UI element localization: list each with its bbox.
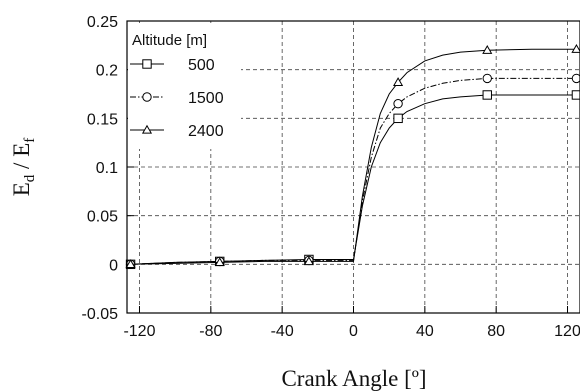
- series-layer: [125, 44, 580, 270]
- y-axis-title-sub1: d: [22, 174, 38, 182]
- y-axis-title-sep: / E: [9, 143, 34, 175]
- grid: [127, 21, 580, 313]
- series-point-2400: [303, 256, 314, 266]
- series-point-2400: [482, 44, 493, 54]
- series-point-1500: [571, 73, 580, 84]
- y-tick-label: 0.2: [96, 63, 118, 80]
- series-point-1500: [482, 73, 492, 84]
- plot-frame: [126, 20, 580, 314]
- series-line-2400: [130, 48, 577, 265]
- y-tick-label: -0.05: [82, 306, 119, 323]
- series-point-2400: [125, 259, 136, 268]
- series-point-500: [571, 90, 580, 100]
- x-axis-title: Crank Angle [º]: [281, 366, 426, 391]
- x-tick-label: -120: [123, 323, 155, 340]
- y-tick-label: 0.25: [87, 14, 118, 31]
- series-point-1500: [393, 99, 403, 109]
- y-tick-label: 0: [109, 257, 118, 274]
- legend: Altitude [m] 500 1500 2400: [130, 32, 224, 140]
- series-line-500: [130, 94, 577, 265]
- x-tick-label: 0: [349, 323, 358, 340]
- y-tick-label: 0.1: [96, 160, 118, 177]
- x-tick-label: -80: [199, 323, 222, 340]
- series-line-1500: [130, 77, 577, 265]
- legend-marker-1500: [142, 92, 152, 102]
- series-2400: [125, 44, 580, 268]
- legend-marker-2400: [141, 124, 153, 134]
- series-point-500: [482, 90, 492, 100]
- tick-labels: -120 -80 -40 0 40 80 120 -0.05 0 0.05 0.1 0.15 0.2 0.…: [82, 14, 580, 340]
- y-axis-title: Ed / Ef: [9, 138, 38, 197]
- x-tick-label: 80: [487, 323, 505, 340]
- x-tick-label: 40: [416, 323, 434, 340]
- y-tick-label: 0.15: [87, 111, 118, 128]
- legend-label-2400: 2400: [188, 123, 224, 140]
- legend-marker-500: [142, 59, 152, 69]
- legend-title: Altitude [m]: [132, 32, 207, 49]
- x-tick-label: 120: [554, 323, 580, 340]
- legend-label-500: 500: [188, 57, 215, 74]
- x-tick-label: -40: [271, 323, 294, 340]
- y-axis-title-main: E: [9, 182, 34, 196]
- y-tick-label: 0.05: [87, 209, 118, 226]
- series-point-2400: [214, 257, 225, 267]
- series-1500: [125, 73, 580, 270]
- y-axis-title-sub2: f: [22, 138, 38, 143]
- series-point-500: [393, 113, 403, 124]
- series-point-2400: [393, 77, 404, 86]
- legend-label-1500: 1500: [188, 90, 224, 107]
- series-point-2400: [571, 44, 580, 53]
